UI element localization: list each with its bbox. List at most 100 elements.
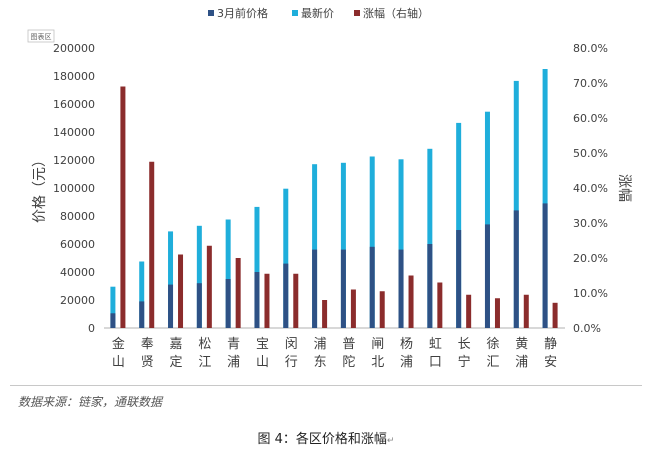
- x-tick-label: 安: [544, 355, 557, 370]
- bar-growth: [235, 258, 241, 328]
- bar-latest-price: [312, 164, 318, 328]
- chart-area-badge: 图表区: [31, 32, 52, 41]
- y2-tick-label: 60.0%: [573, 112, 608, 125]
- x-tick-label: 徐: [486, 337, 499, 352]
- x-tick-label: 长: [458, 337, 471, 352]
- x-tick-label: 金: [112, 336, 125, 352]
- bar-latest-price: [513, 80, 519, 329]
- x-tick-label: 定: [170, 355, 183, 370]
- y-tick-label: 40000: [60, 266, 95, 279]
- figure-caption-text: 图 4：各区价格和涨幅: [257, 432, 387, 447]
- footer-divider: [10, 385, 642, 386]
- bar-latest-price: [542, 69, 548, 328]
- y-axis-title: 价格（元）: [32, 153, 48, 223]
- x-tick-label: 虹: [429, 337, 442, 352]
- x-tick-label: 普: [342, 337, 355, 352]
- y2-tick-label: 70.0%: [573, 77, 608, 90]
- bar-growth: [552, 302, 558, 328]
- y2-tick-label: 80.0%: [573, 42, 608, 55]
- chart-area-badge-box: [27, 29, 55, 43]
- bar-prior-price: [427, 244, 433, 328]
- y2-tick-label: 30.0%: [573, 217, 608, 230]
- bar-latest-price: [283, 188, 289, 328]
- x-tick-label: 浦: [227, 355, 240, 370]
- bar-growth: [149, 161, 155, 328]
- bar-prior-price: [484, 224, 490, 328]
- bar-prior-price: [139, 301, 145, 328]
- legend-swatch: [208, 10, 214, 16]
- x-tick-label: 浦: [314, 337, 327, 352]
- bar-latest-price: [254, 206, 260, 328]
- x-tick-label: 宝: [256, 337, 269, 352]
- bar-latest-price: [139, 261, 145, 328]
- bar-prior-price: [513, 210, 519, 328]
- bar-growth: [322, 300, 328, 328]
- bar-prior-price: [225, 279, 231, 328]
- bar-prior-price: [398, 249, 404, 328]
- legend-label: 最新价: [301, 6, 334, 20]
- y-tick-label: 0: [88, 322, 95, 335]
- bar-prior-price: [110, 313, 116, 328]
- bar-growth: [437, 282, 443, 328]
- bar-prior-price: [456, 230, 462, 328]
- x-tick-label: 山: [112, 355, 125, 370]
- bar-growth: [379, 291, 385, 328]
- legend-swatch: [292, 10, 298, 16]
- x-tick-label: 嘉: [170, 337, 183, 352]
- chart-area: 图表区 0 20000 40000 60000 80000 100000 120000 1400…: [27, 6, 632, 370]
- x-tick-label: 宁: [458, 354, 471, 370]
- x-tick-label: 静: [544, 337, 557, 352]
- x-tick-label: 东: [314, 355, 327, 370]
- bar-prior-price: [196, 283, 202, 328]
- bar-prior-price: [254, 272, 260, 328]
- y-tick-label: 160000: [53, 98, 95, 111]
- bar-growth: [120, 86, 126, 328]
- x-tick-label: 汇: [486, 355, 499, 370]
- x-tick-label: 山: [256, 355, 269, 370]
- bar-latest-price: [168, 231, 174, 328]
- x-tick-label: 浦: [515, 355, 528, 370]
- y-tick-label: 60000: [60, 238, 95, 251]
- data-source-note: 数据来源：链家，通联数据: [18, 395, 163, 409]
- figure-caption: 图 4：各区价格和涨幅↵: [0, 428, 652, 447]
- bar-latest-price: [225, 219, 231, 328]
- bar-latest-price: [456, 122, 462, 329]
- y2-tick-label: 20.0%: [573, 252, 608, 265]
- x-tick-label: 闸: [371, 337, 384, 352]
- bar-growth: [206, 245, 212, 328]
- legend-swatch: [354, 10, 360, 16]
- x-tick-label: 青: [227, 337, 240, 352]
- y-tick-label: 140000: [53, 126, 95, 139]
- y2-tick-label: 0.0%: [573, 322, 601, 335]
- bar-latest-price: [398, 159, 404, 328]
- legend-label: 3月前价格: [217, 6, 268, 20]
- paragraph-mark-icon: ↵: [386, 436, 395, 446]
- x-tick-label: 北: [371, 355, 384, 370]
- x-tick-label: 松: [198, 337, 211, 352]
- bar-latest-price: [484, 111, 490, 328]
- x-tick-label: 奉: [141, 337, 154, 352]
- x-tick-label: 贤: [141, 355, 154, 370]
- bar-growth: [264, 273, 270, 328]
- x-tick-label: 浦: [400, 355, 413, 370]
- bar-latest-price: [369, 156, 375, 328]
- bar-prior-price: [542, 203, 548, 328]
- y-tick-label: 120000: [53, 154, 95, 167]
- bar-latest-price: [196, 225, 202, 328]
- bar-growth: [350, 289, 356, 328]
- y2-tick-label: 10.0%: [573, 287, 608, 300]
- y-tick-label: 200000: [53, 42, 95, 55]
- x-tick-label: 陀: [342, 354, 355, 370]
- bar-growth: [523, 294, 529, 328]
- y-tick-label: 20000: [60, 294, 95, 307]
- legend-label: 涨幅（右轴）: [363, 6, 429, 20]
- y-tick-label: 80000: [60, 210, 95, 223]
- bar-growth: [293, 273, 299, 328]
- x-tick-label: 杨: [400, 337, 413, 352]
- bar-growth: [408, 275, 414, 328]
- bar-growth: [466, 294, 472, 328]
- bar-prior-price: [369, 246, 375, 328]
- bar-prior-price: [283, 263, 289, 328]
- bar-latest-price: [427, 148, 433, 328]
- bar-growth: [178, 254, 184, 328]
